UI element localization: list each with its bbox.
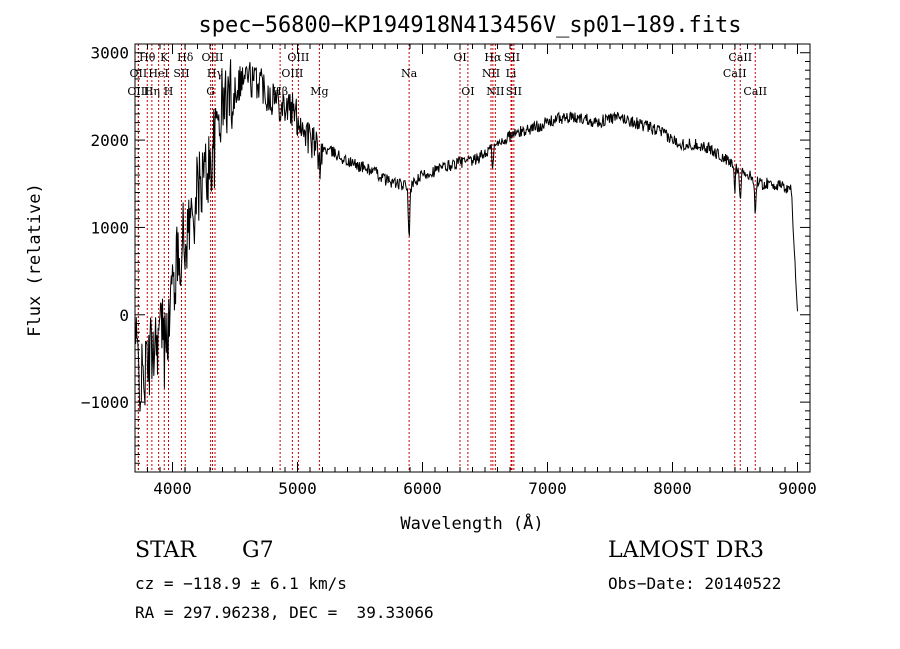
line-marker-label: K xyxy=(160,51,169,64)
line-marker-label: OI xyxy=(461,85,474,98)
x-tick-label: 9000 xyxy=(778,479,817,498)
x-axis-label: Wavelength (Å) xyxy=(400,512,543,534)
line-marker-label: CaII xyxy=(728,51,752,64)
sky-coordinates: RA = 297.96238, DEC = 39.33066 xyxy=(135,603,434,622)
y-axis-label: Flux (relative) xyxy=(25,183,45,337)
y-tick-label: 0 xyxy=(119,306,129,325)
line-marker-label: OII xyxy=(130,67,148,80)
line-marker-label: Hη xyxy=(144,85,160,98)
line-marker-label: Hθ xyxy=(139,51,156,64)
x-axis-ticks: 4000 5000 6000 7000 8000 9000 xyxy=(147,44,817,498)
y-tick-label: −1000 xyxy=(81,393,129,412)
x-tick-label: 8000 xyxy=(653,479,692,498)
x-tick-label: 7000 xyxy=(528,479,567,498)
line-marker-label: OIII xyxy=(281,67,303,80)
spectrum-line xyxy=(134,59,798,412)
y-axis-ticks: −1000 0 1000 2000 3000 xyxy=(81,43,810,473)
line-marker-label: OI xyxy=(453,51,466,64)
object-subclass: G7 xyxy=(242,538,274,563)
line-marker-label: OIII xyxy=(287,51,309,64)
x-tick-label: 6000 xyxy=(403,479,442,498)
line-marker-label: CaII xyxy=(723,67,747,80)
line-marker-label: SII xyxy=(504,51,520,64)
y-tick-label: 3000 xyxy=(90,44,129,63)
line-marker-label: SII xyxy=(506,85,522,98)
line-marker-lines xyxy=(137,44,756,472)
line-marker-label: G xyxy=(206,85,215,98)
line-marker-label: H xyxy=(164,85,174,98)
line-marker-label: SII xyxy=(173,67,189,80)
line-marker-label: OIII xyxy=(127,85,149,98)
x-tick-label: 4000 xyxy=(153,479,192,498)
x-tick-label: 5000 xyxy=(278,479,317,498)
line-marker-label: NII xyxy=(486,85,504,98)
y-tick-label: 2000 xyxy=(90,131,129,150)
line-marker-label: Li xyxy=(506,67,517,80)
plot-frame xyxy=(134,43,811,473)
chart-title: spec−56800−KP194918N413456V_sp01−189.fit… xyxy=(198,13,741,38)
line-marker-label: CaII xyxy=(743,85,767,98)
survey-name: LAMOST DR3 xyxy=(608,538,764,563)
redshift-velocity: cz = −118.9 ± 6.1 km/s xyxy=(135,574,347,593)
line-marker-label: Hδ xyxy=(177,51,194,64)
line-marker-label: Mg xyxy=(310,85,328,98)
line-marker-label: HeI xyxy=(148,67,168,80)
object-class: STAR xyxy=(135,538,196,563)
line-marker-label: NII xyxy=(482,67,500,80)
line-marker-label: Hγ xyxy=(207,67,224,80)
y-tick-label: 1000 xyxy=(90,218,129,237)
line-marker-label: OIII xyxy=(201,51,223,64)
line-marker-label: Hα xyxy=(484,51,502,64)
observation-date: Obs−Date: 20140522 xyxy=(608,574,782,593)
line-marker-label: Na xyxy=(401,67,418,80)
